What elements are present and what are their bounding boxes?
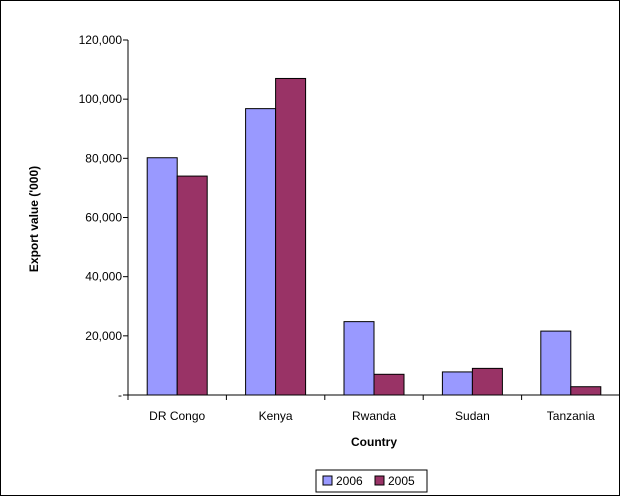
y-tick-label: 60,000 — [85, 211, 122, 225]
bar-2006-sudan — [441, 371, 473, 396]
x-tick-label: Kenya — [259, 409, 293, 423]
bar-2005-sudan — [471, 367, 503, 396]
bar-2006-rwanda — [343, 321, 375, 396]
bar-2005-dr-congo — [176, 175, 208, 396]
y-tick-label: 40,000 — [85, 270, 122, 284]
bar-2006-tanzania — [540, 330, 572, 396]
legend-box — [315, 469, 428, 493]
legend-swatch-2006 — [322, 475, 333, 486]
legend-swatch-2005 — [374, 475, 385, 486]
bar-2006-kenya — [245, 108, 277, 396]
x-axis: DR Congo Kenya Rwanda Sudan Tanzania — [127, 394, 620, 423]
bar-2005-tanzania — [570, 386, 602, 396]
y-tick-label: 80,000 — [85, 151, 122, 165]
legend-label-2005: 2005 — [388, 474, 415, 488]
x-tick-label: Tanzania — [547, 409, 595, 423]
y-tick-label: 20,000 — [85, 329, 122, 343]
y-tick-label: 120,000 — [79, 33, 123, 47]
bar-2005-rwanda — [373, 373, 405, 396]
y-axis-title: Export value ('000) — [27, 166, 41, 272]
bar-2005-kenya — [275, 77, 307, 396]
x-axis-title: Country — [351, 435, 397, 449]
y-tick-label: - — [118, 388, 122, 402]
y-tick-label: 100,000 — [79, 92, 123, 106]
legend-label-2006: 2006 — [336, 474, 363, 488]
legend: 2006 2005 — [315, 469, 428, 493]
x-tick-label: Sudan — [455, 409, 490, 423]
bar-2006-dr-congo — [146, 157, 178, 396]
x-tick-label: Rwanda — [352, 409, 396, 423]
x-tick-label: DR Congo — [149, 409, 205, 423]
y-axis: - 20,000 40,000 60,000 80,000 100,000 120,000 — [79, 33, 129, 402]
bars — [146, 77, 602, 396]
